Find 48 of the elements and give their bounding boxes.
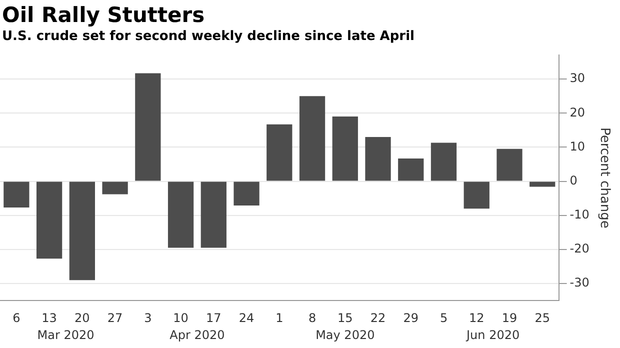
bar	[4, 182, 30, 208]
bar	[398, 158, 424, 181]
chart-title: Oil Rally Stutters	[2, 2, 206, 28]
text: May 2020	[316, 328, 375, 342]
bar	[234, 182, 260, 206]
bar	[36, 182, 62, 259]
x-tick-label: 17	[206, 310, 222, 325]
bar	[168, 182, 194, 248]
chart-subtitle: U.S. crude set for second weekly decline since late April	[2, 28, 416, 45]
bar	[365, 137, 391, 181]
y-tick-label: 0	[570, 173, 578, 188]
bar	[135, 73, 161, 181]
text: Apr 2020	[170, 328, 225, 342]
x-tick-label: 8	[308, 310, 316, 325]
x-tick-label: 25	[534, 310, 550, 325]
bar	[496, 148, 522, 181]
y-tick-label: 10	[570, 139, 586, 154]
x-tick-label: 5	[440, 310, 448, 325]
x-tick-label: 19	[502, 310, 518, 325]
y-tick-label: -10	[570, 208, 590, 222]
x-tick-label: 29	[403, 310, 419, 325]
x-tick-label: 1	[276, 310, 284, 325]
y-tick-label: -20	[570, 242, 590, 256]
x-tick-label: 6	[12, 310, 20, 325]
x-tick-label: 15	[338, 310, 353, 325]
bar	[266, 124, 292, 181]
x-tick-label: 27	[107, 310, 123, 325]
y-tick-label: -30	[570, 276, 590, 290]
x-tick-label: 24	[238, 310, 254, 325]
y-tick-label: 20	[570, 105, 586, 120]
x-tick-label: 22	[370, 310, 386, 325]
x-tick-label: 20	[74, 310, 90, 325]
bar	[530, 182, 556, 187]
x-tick-label: 10	[173, 310, 188, 325]
bar	[430, 142, 457, 181]
x-tick-label: 12	[468, 310, 484, 325]
bar	[299, 96, 326, 181]
x-tick-label: 3	[144, 310, 152, 325]
y-axis-title: Percent change	[596, 127, 612, 228]
y-tick-label: 30	[570, 71, 586, 86]
bar	[464, 182, 490, 209]
x-tick-label: 13	[42, 310, 57, 325]
text: Jun 2020	[466, 328, 520, 342]
bar	[200, 182, 226, 248]
bar	[69, 182, 95, 280]
text: Mar 2020	[37, 328, 94, 342]
bar	[102, 182, 128, 194]
bar	[332, 116, 358, 181]
